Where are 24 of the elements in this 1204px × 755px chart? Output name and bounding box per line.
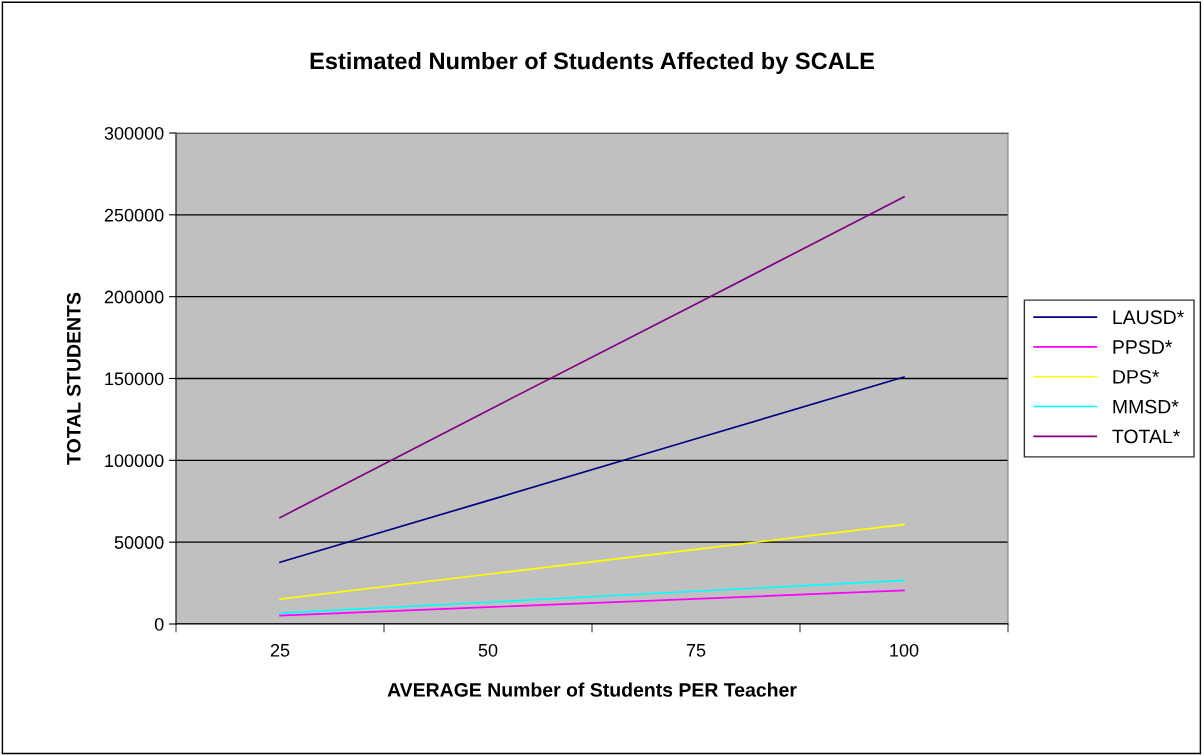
y-tick-label: 0 xyxy=(154,617,164,631)
y-tick-label: 50000 xyxy=(114,536,164,549)
chart-title: Estimated Number of Students Affected by SCALE xyxy=(310,52,875,75)
y-tick-label: 100000 xyxy=(105,454,164,468)
x-tick-label: 75 xyxy=(686,644,706,657)
line-series xyxy=(279,579,905,614)
legend-label: LAUSD* xyxy=(1113,310,1184,325)
y-tick-label: 150000 xyxy=(105,372,164,386)
line-series xyxy=(279,195,905,519)
y-tick-label: 300000 xyxy=(104,126,164,140)
line-series xyxy=(279,523,905,600)
line-series xyxy=(279,589,905,617)
legend-label: MMSD* xyxy=(1113,399,1179,414)
legend-label: TOTAL* xyxy=(1112,429,1181,444)
legend-label: PPSD* xyxy=(1113,340,1173,354)
x-tick-label: 50 xyxy=(478,643,498,657)
y-tick-label: 250000 xyxy=(104,208,164,222)
y-axis-title: TOTAL STUDENTS xyxy=(66,292,81,465)
x-tick-label: 100 xyxy=(890,643,919,657)
legend-label: DPS* xyxy=(1113,369,1160,384)
y-tick-label: 200000 xyxy=(104,290,164,304)
x-axis-title: AVERAGE Number of Students PER Teacher xyxy=(387,682,797,697)
x-tick-label: 25 xyxy=(270,643,290,657)
line-series xyxy=(279,376,905,564)
